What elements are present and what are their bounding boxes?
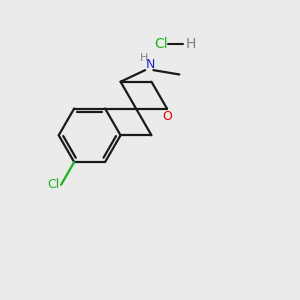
Text: H: H: [140, 53, 148, 63]
Text: O: O: [162, 110, 172, 123]
Text: N: N: [146, 58, 155, 71]
Text: H: H: [185, 37, 196, 51]
Text: Cl: Cl: [154, 37, 168, 51]
Text: Cl: Cl: [47, 178, 60, 191]
